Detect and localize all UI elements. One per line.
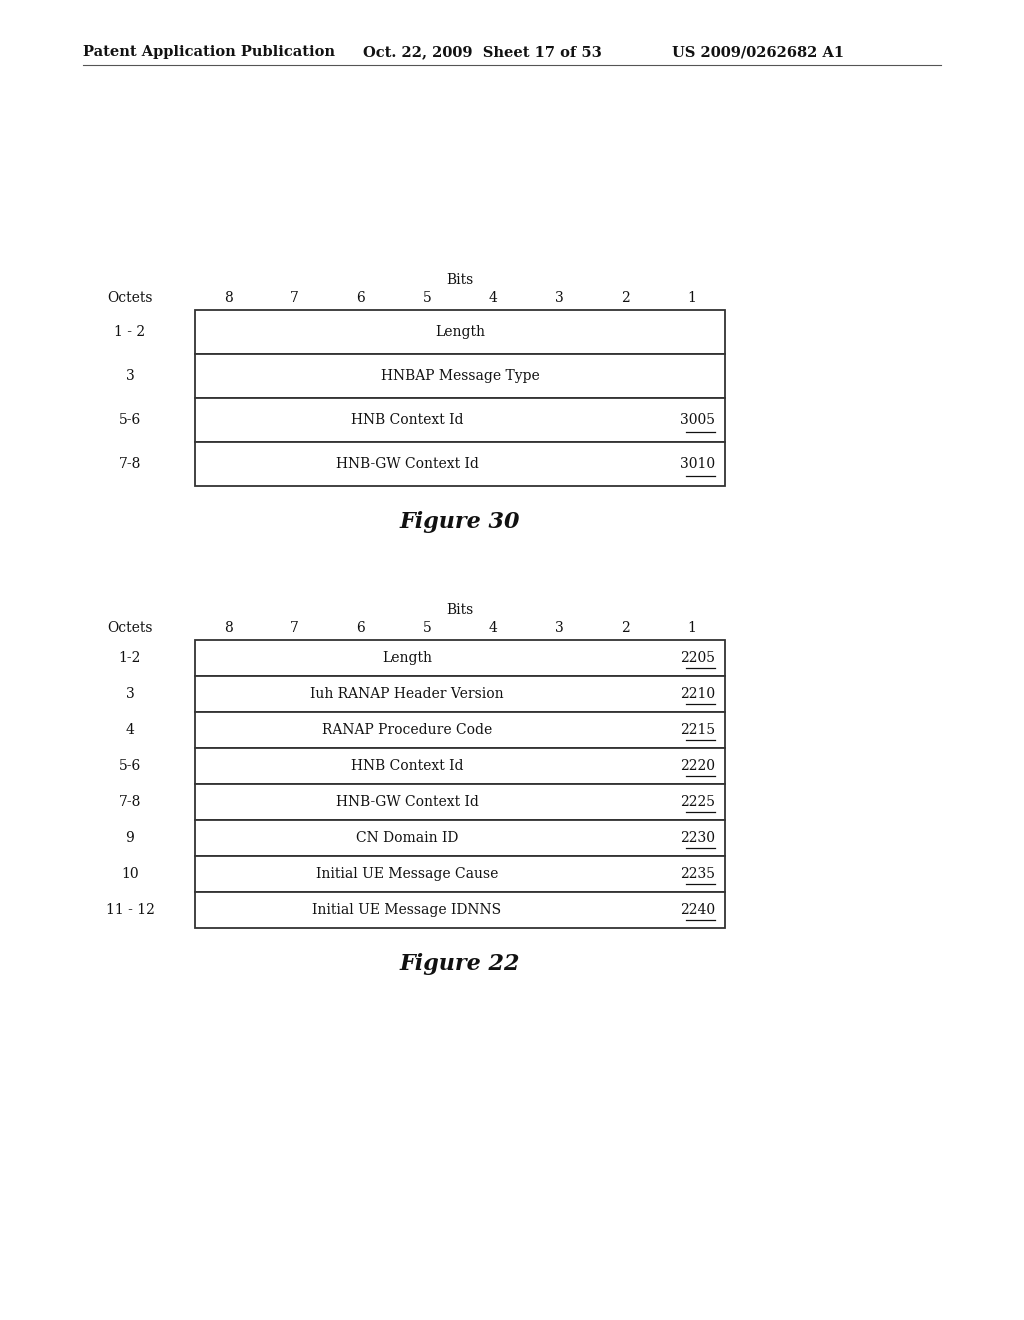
Text: Initial UE Message Cause: Initial UE Message Cause (315, 867, 499, 880)
Bar (195, 442, 725, 486)
Text: 2220: 2220 (680, 759, 715, 774)
Text: 2210: 2210 (680, 686, 715, 701)
Text: 3: 3 (126, 686, 134, 701)
Bar (195, 399, 725, 442)
Text: 2205: 2205 (680, 651, 715, 665)
Text: 2215: 2215 (680, 723, 715, 737)
Text: 3: 3 (555, 290, 564, 305)
Text: 9: 9 (126, 832, 134, 845)
Text: 1: 1 (687, 620, 696, 635)
Text: Figure 30: Figure 30 (399, 511, 520, 533)
Text: 5-6: 5-6 (119, 413, 141, 426)
Text: 5: 5 (423, 290, 431, 305)
Text: 10: 10 (121, 867, 139, 880)
Text: CN Domain ID: CN Domain ID (355, 832, 458, 845)
Text: 3005: 3005 (680, 413, 715, 426)
Bar (195, 640, 725, 676)
Bar (195, 310, 725, 354)
Text: 8: 8 (224, 290, 232, 305)
Text: US 2009/0262682 A1: US 2009/0262682 A1 (672, 45, 844, 59)
Text: 3: 3 (126, 370, 134, 383)
Text: 2: 2 (622, 290, 630, 305)
Text: 5: 5 (423, 620, 431, 635)
Text: 5-6: 5-6 (119, 759, 141, 774)
Text: Figure 22: Figure 22 (399, 953, 520, 975)
Text: HNB Context Id: HNB Context Id (351, 759, 463, 774)
Text: 1-2: 1-2 (119, 651, 141, 665)
Text: 8: 8 (224, 620, 232, 635)
Text: 3010: 3010 (680, 457, 715, 471)
Text: 2: 2 (622, 620, 630, 635)
Bar (195, 711, 725, 748)
Text: HNBAP Message Type: HNBAP Message Type (381, 370, 540, 383)
Text: Bits: Bits (446, 273, 474, 286)
Text: 6: 6 (356, 620, 365, 635)
Text: 6: 6 (356, 290, 365, 305)
Text: 7: 7 (290, 290, 299, 305)
Text: RANAP Procedure Code: RANAP Procedure Code (322, 723, 493, 737)
Bar (195, 354, 725, 399)
Bar (195, 676, 725, 711)
Text: 1 - 2: 1 - 2 (115, 325, 145, 339)
Text: 2240: 2240 (680, 903, 715, 917)
Text: 11 - 12: 11 - 12 (105, 903, 155, 917)
Text: 3: 3 (555, 620, 564, 635)
Text: Length: Length (382, 651, 432, 665)
Text: Initial UE Message IDNNS: Initial UE Message IDNNS (312, 903, 502, 917)
Text: 2225: 2225 (680, 795, 715, 809)
Text: 7-8: 7-8 (119, 457, 141, 471)
Text: HNB Context Id: HNB Context Id (351, 413, 463, 426)
Text: HNB-GW Context Id: HNB-GW Context Id (336, 795, 478, 809)
Text: Oct. 22, 2009  Sheet 17 of 53: Oct. 22, 2009 Sheet 17 of 53 (362, 45, 602, 59)
Bar (195, 784, 725, 820)
Text: 4: 4 (488, 290, 498, 305)
Text: 2230: 2230 (680, 832, 715, 845)
Text: Length: Length (435, 325, 485, 339)
Text: 7: 7 (290, 620, 299, 635)
Text: Octets: Octets (108, 290, 153, 305)
Bar (195, 820, 725, 855)
Text: 1: 1 (687, 290, 696, 305)
Text: 4: 4 (126, 723, 134, 737)
Text: Octets: Octets (108, 620, 153, 635)
Text: HNB-GW Context Id: HNB-GW Context Id (336, 457, 478, 471)
Text: Iuh RANAP Header Version: Iuh RANAP Header Version (310, 686, 504, 701)
Text: Bits: Bits (446, 603, 474, 616)
Text: 2235: 2235 (680, 867, 715, 880)
Bar (195, 855, 725, 892)
Text: 4: 4 (488, 620, 498, 635)
Bar (195, 748, 725, 784)
Text: 7-8: 7-8 (119, 795, 141, 809)
Bar (195, 892, 725, 928)
Text: Patent Application Publication: Patent Application Publication (83, 45, 335, 59)
